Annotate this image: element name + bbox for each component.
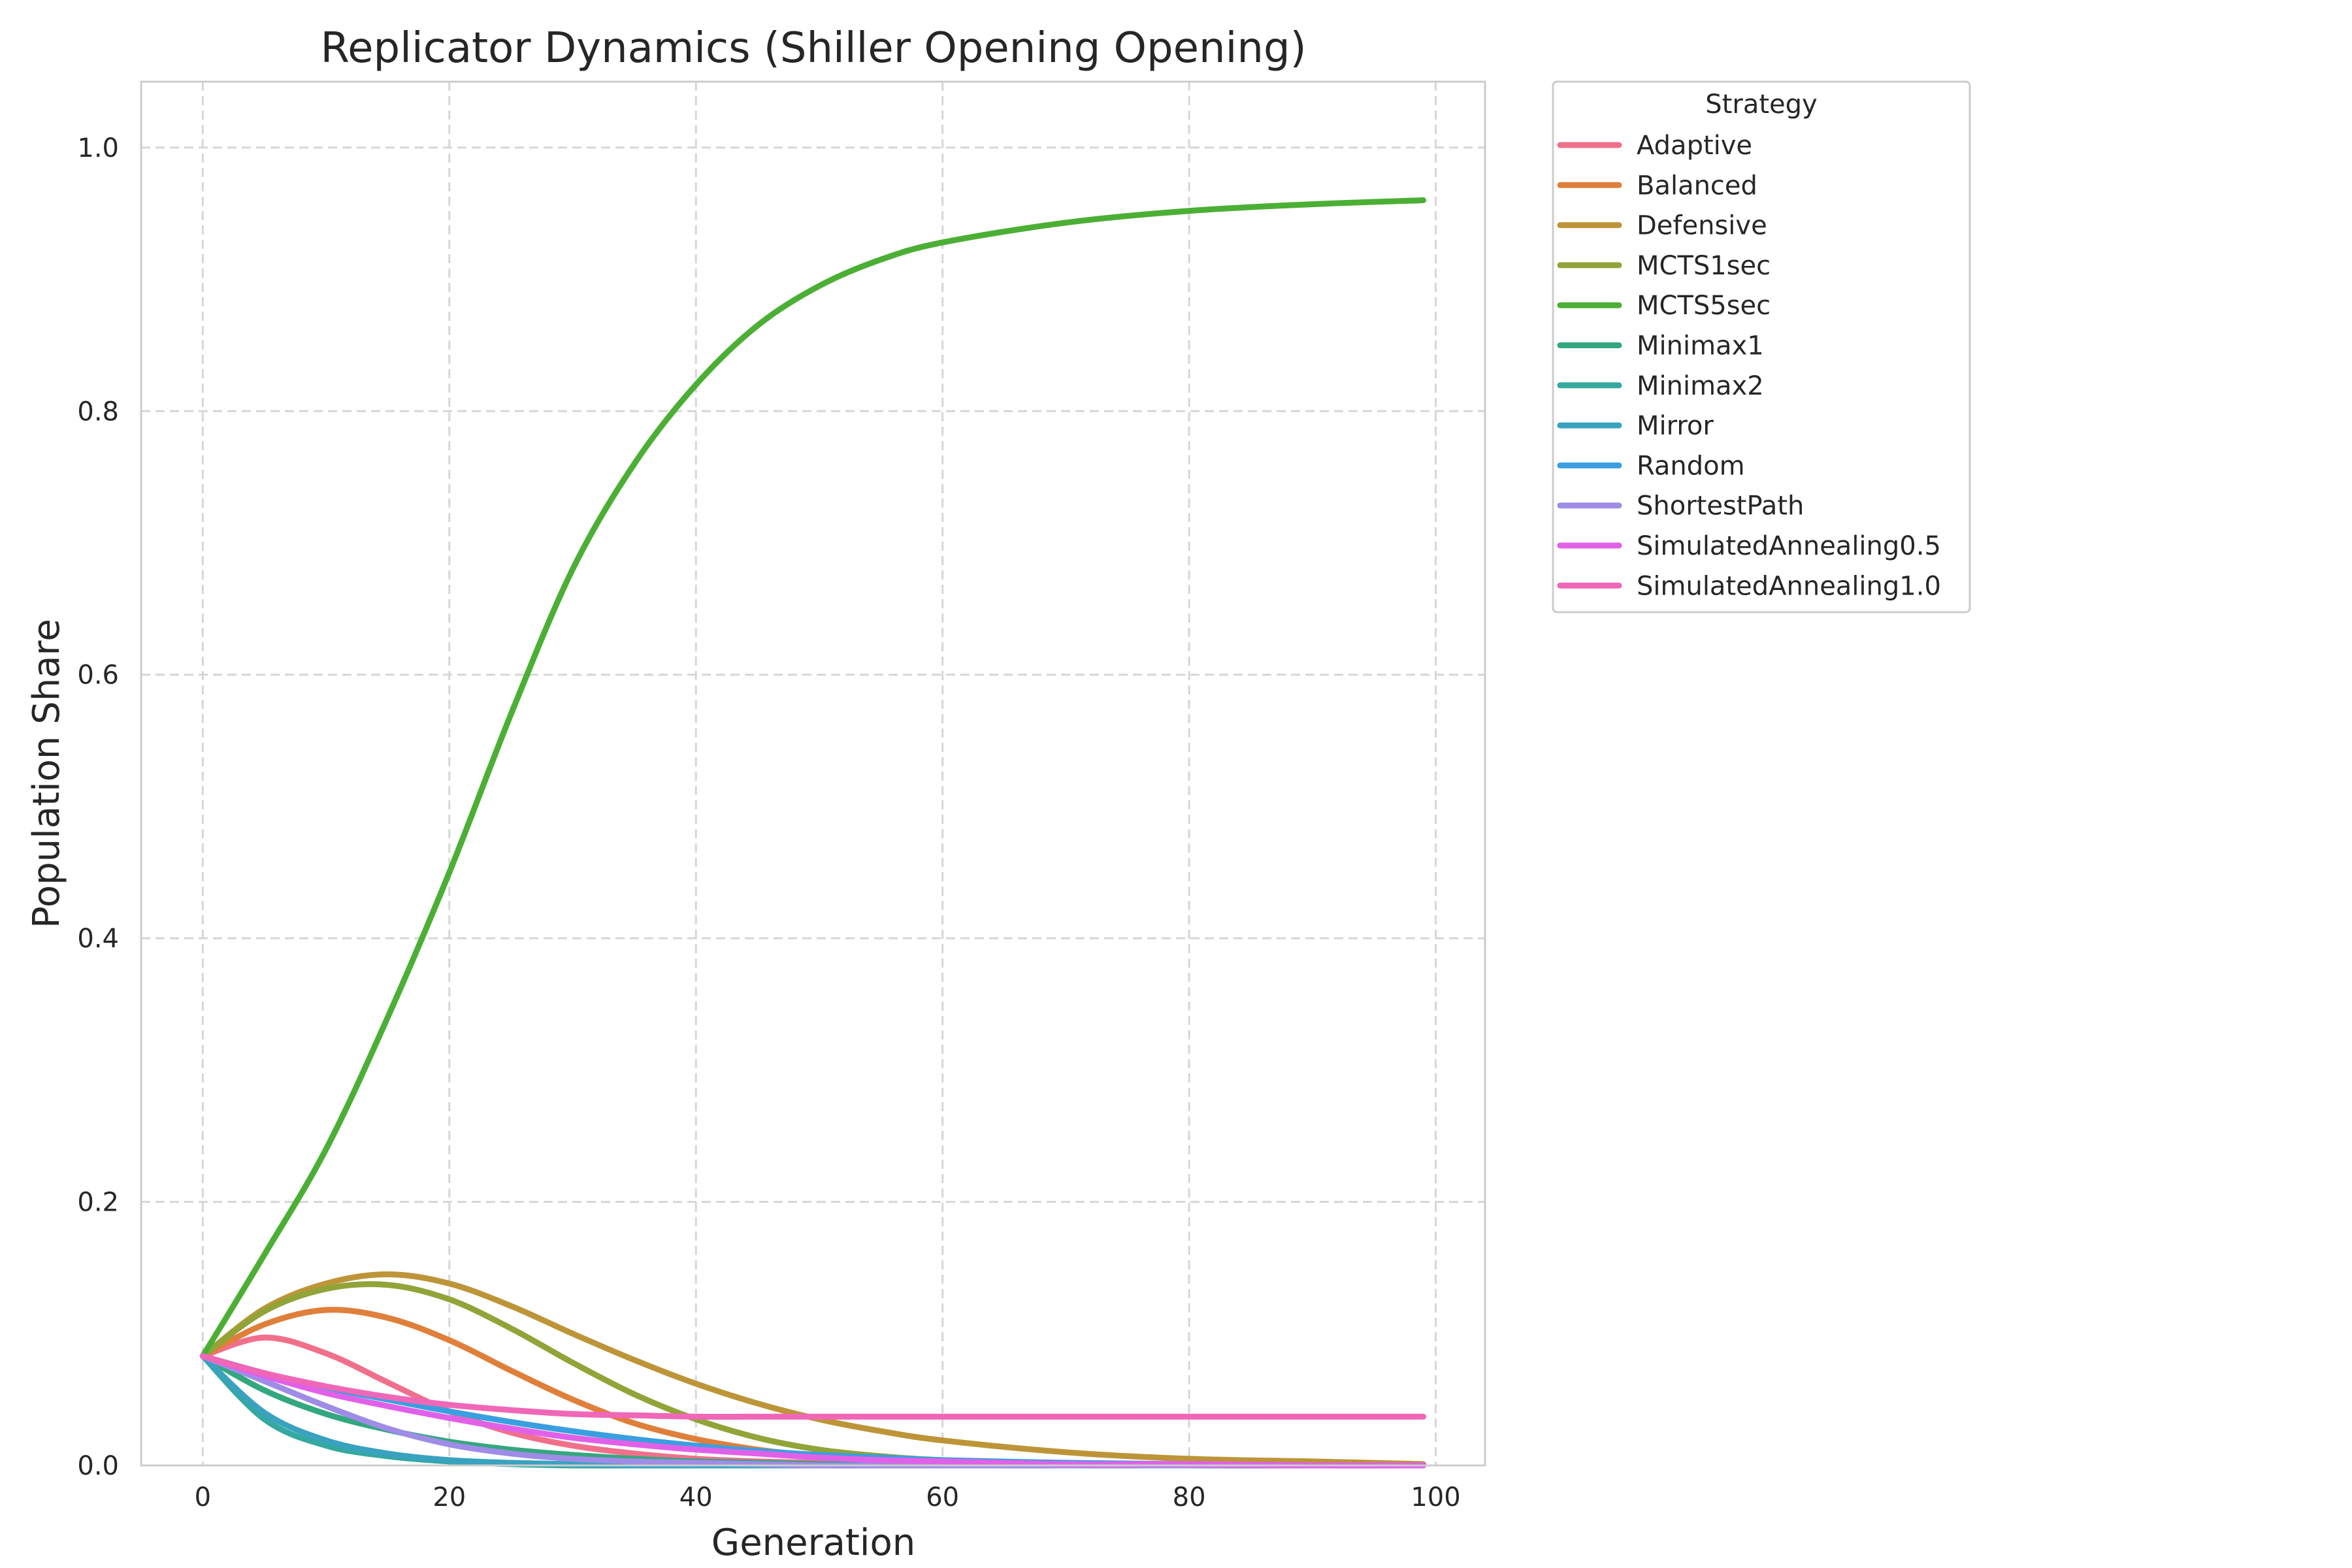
x-tick-label: 100 (1411, 1482, 1460, 1512)
y-axis-label: Population Share (25, 619, 68, 928)
series-line-balanced (199, 1307, 1427, 1469)
series-line-defensive (199, 1271, 1427, 1467)
legend: Strategy Adaptive Balanced Defensive MCTS1s… (1552, 80, 1971, 613)
y-tick-label: 0.6 (77, 661, 119, 691)
y-tick-label: 0.2 (77, 1188, 119, 1218)
series-line-mcts1sec (199, 1281, 1427, 1469)
y-tick-label: 0.0 (77, 1451, 119, 1481)
legend-entry-label: Defensive (1637, 211, 1767, 241)
legend-entry-label: Adaptive (1637, 131, 1752, 161)
series-lines (199, 197, 1427, 1469)
legend-entry-label: MCTS5sec (1637, 291, 1771, 321)
legend-entry-label: Minimax1 (1637, 331, 1764, 361)
legend-entry-label: SimulatedAnnealing0.5 (1637, 531, 1941, 561)
x-tick-label: 40 (679, 1482, 713, 1512)
y-tick-label: 1.0 (77, 133, 119, 163)
legend-entry-label: Random (1637, 451, 1745, 481)
plot-frame (140, 80, 1486, 1467)
series-line-simulatedannealing1-0 (199, 1353, 1427, 1420)
ticks: 0 20 40 60 80 100 0.0 0.2 0.4 0.6 0.8 1.0 (77, 133, 1460, 1512)
legend-box (1552, 80, 1971, 613)
y-tick-label: 0.4 (77, 924, 119, 954)
legend-entry-label: Minimax2 (1637, 371, 1764, 401)
chart-title: Replicator Dynamics (Shiller Opening Ope… (320, 24, 1306, 73)
x-tick-label: 0 (195, 1482, 211, 1512)
legend-items: Adaptive Balanced Defensive MCTS1sec MCTS5se… (1557, 131, 1941, 601)
legend-title: Strategy (1705, 90, 1817, 120)
series-line-mcts5sec (199, 197, 1427, 1360)
legend-entry-label: Mirror (1637, 411, 1714, 441)
x-axis-label: Generation (711, 1522, 915, 1564)
x-tick-label: 60 (926, 1482, 959, 1512)
x-tick-label: 20 (433, 1482, 466, 1512)
x-tick-label: 80 (1173, 1482, 1206, 1512)
series-line-simulatedannealing0-5 (199, 1353, 1427, 1469)
y-tick-label: 0.8 (77, 397, 119, 427)
legend-entry-label: Balanced (1637, 171, 1757, 201)
legend-entry-label: MCTS1sec (1637, 251, 1771, 281)
legend-entry-label: SimulatedAnnealing1.0 (1637, 571, 1941, 601)
legend-entry-label: ShortestPath (1637, 491, 1804, 521)
